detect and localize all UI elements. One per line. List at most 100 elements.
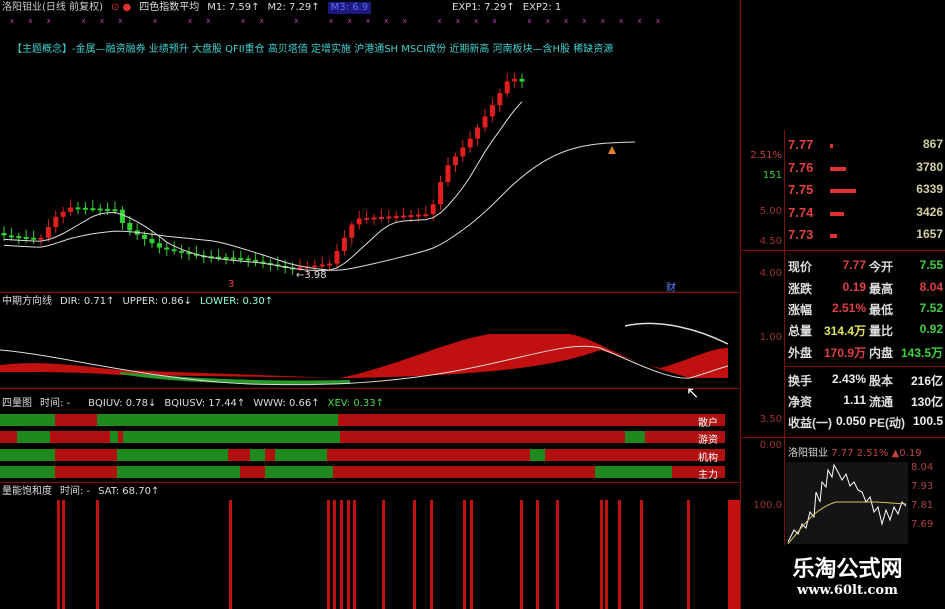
quote-label: 流通	[869, 395, 894, 409]
candle-body	[245, 258, 251, 261]
quote-value: 143.5万	[900, 346, 943, 360]
sat-bar	[687, 500, 690, 609]
quote-value: 170.9万	[823, 346, 866, 360]
watermark: 乐淘公式网 www.60lt.com	[750, 545, 945, 609]
candle-body	[179, 250, 185, 253]
axis-label: 3.50	[759, 414, 782, 425]
volume-segment	[0, 414, 55, 426]
volume-segment	[545, 449, 725, 461]
candle-body	[1, 233, 7, 236]
mini-tick: 7.69	[911, 519, 934, 530]
quote-label: PE(动)	[869, 416, 906, 430]
quote-value: 0.92	[919, 322, 943, 336]
candle-body	[223, 257, 229, 260]
sat-bar	[556, 500, 559, 609]
dir-title: 中期方向线	[2, 296, 52, 307]
volume-segment	[333, 466, 595, 478]
sat-bar	[470, 500, 473, 609]
dir-panel-divider	[0, 388, 740, 389]
candle-body	[327, 263, 333, 266]
candle-body	[408, 215, 414, 218]
lower-value: LOWER: 0.30↑	[200, 296, 274, 307]
m3-value: M3: 6.9	[327, 2, 372, 14]
candle-body	[38, 237, 44, 240]
book-volume: 1657	[916, 227, 943, 241]
volume-segment	[0, 449, 55, 461]
indicator-name[interactable]: 四色指数平均	[139, 2, 200, 13]
candle-body	[460, 147, 466, 157]
indicator-settings-icon[interactable]: ⊙ ●	[110, 2, 132, 13]
row-label-retail: 散户	[698, 418, 718, 429]
quote-value: 7.77	[842, 258, 866, 272]
book-volume-bar	[830, 212, 845, 216]
mini-price: 7.77	[831, 448, 854, 459]
candle-body	[319, 264, 325, 267]
bqiuv-value: BQIUV: 0.78↓	[88, 398, 157, 409]
orderbook-divider	[740, 250, 945, 251]
volume-segment	[595, 466, 672, 478]
four-panel-header: 四量图 时间: - BQIUV: 0.78↓ BQIUSV: 17.44↑ WW…	[2, 398, 384, 410]
candle-body	[23, 236, 29, 239]
candle-body	[475, 127, 481, 139]
candle-body	[238, 257, 244, 260]
mini-chart-header[interactable]: 洛阳钼业 7.77 2.51% ▲0.19	[788, 444, 922, 459]
quote-label: 涨幅	[788, 303, 813, 317]
candle-body	[45, 226, 51, 238]
mini-chart-ticks: 8.04 7.93 7.81 7.69	[911, 458, 933, 534]
m2-value: M2: 7.29↑	[267, 2, 320, 13]
volume-segment	[55, 414, 97, 426]
volume-row	[0, 466, 725, 478]
book-volume-bar	[830, 167, 846, 171]
axis-label: 4.00	[759, 268, 782, 279]
quote-bottom-divider	[740, 437, 945, 438]
mini-change: ▲0.19	[891, 448, 922, 459]
up-arrow-icon	[608, 146, 616, 154]
candle-body	[112, 209, 118, 212]
volume-row	[0, 414, 725, 426]
sat-time: 时间: -	[60, 486, 91, 497]
volume-segment	[17, 431, 50, 443]
candle-body	[497, 93, 503, 106]
candle-body	[186, 252, 192, 255]
candle-body	[519, 78, 525, 82]
candle-body	[156, 243, 162, 248]
www-value: WWW: 0.66↑	[253, 398, 320, 409]
volume-segment	[327, 449, 530, 461]
book-price: 7.77	[788, 137, 814, 152]
sat-bar	[520, 500, 523, 609]
finance-marker[interactable]: 财	[666, 283, 676, 294]
ma-short-line	[3, 101, 523, 272]
candle-body	[512, 78, 518, 82]
dir-green-area	[120, 372, 350, 385]
sat-bar	[353, 500, 356, 609]
exp1-value: EXP1: 7.29↑	[452, 2, 515, 13]
volume-segment	[55, 466, 117, 478]
candle-body	[297, 267, 303, 270]
quote-label: 收益(一)	[788, 416, 832, 430]
mini-pct: 2.51%	[856, 448, 889, 459]
quote-label: 涨跌	[788, 282, 813, 296]
volume-segment	[228, 449, 250, 461]
axis-label: 5.00	[759, 206, 782, 217]
volume-segment	[55, 449, 117, 461]
volume-segment	[672, 466, 725, 478]
sat-bar	[229, 500, 232, 609]
candle-body	[482, 116, 488, 128]
main-panel-divider	[0, 292, 740, 293]
book-volume: 3426	[916, 205, 943, 219]
quote-value: 130亿	[910, 395, 943, 409]
quote-label: 最低	[869, 303, 894, 317]
candle-body	[415, 214, 421, 217]
volume-segment	[117, 466, 240, 478]
axis-label: 4.50	[759, 236, 782, 247]
book-price: 7.73	[788, 227, 814, 242]
candle-body	[504, 81, 510, 94]
candlestick-chart[interactable]	[0, 55, 740, 292]
four-panel-time: 时间: -	[40, 398, 71, 409]
candle-body	[438, 182, 444, 205]
volume-segment	[340, 431, 625, 443]
m1-value: M1: 7.59↑	[207, 2, 260, 13]
volume-segment	[275, 449, 327, 461]
candle-body	[164, 247, 170, 250]
mini-intraday-chart[interactable]	[786, 462, 908, 544]
